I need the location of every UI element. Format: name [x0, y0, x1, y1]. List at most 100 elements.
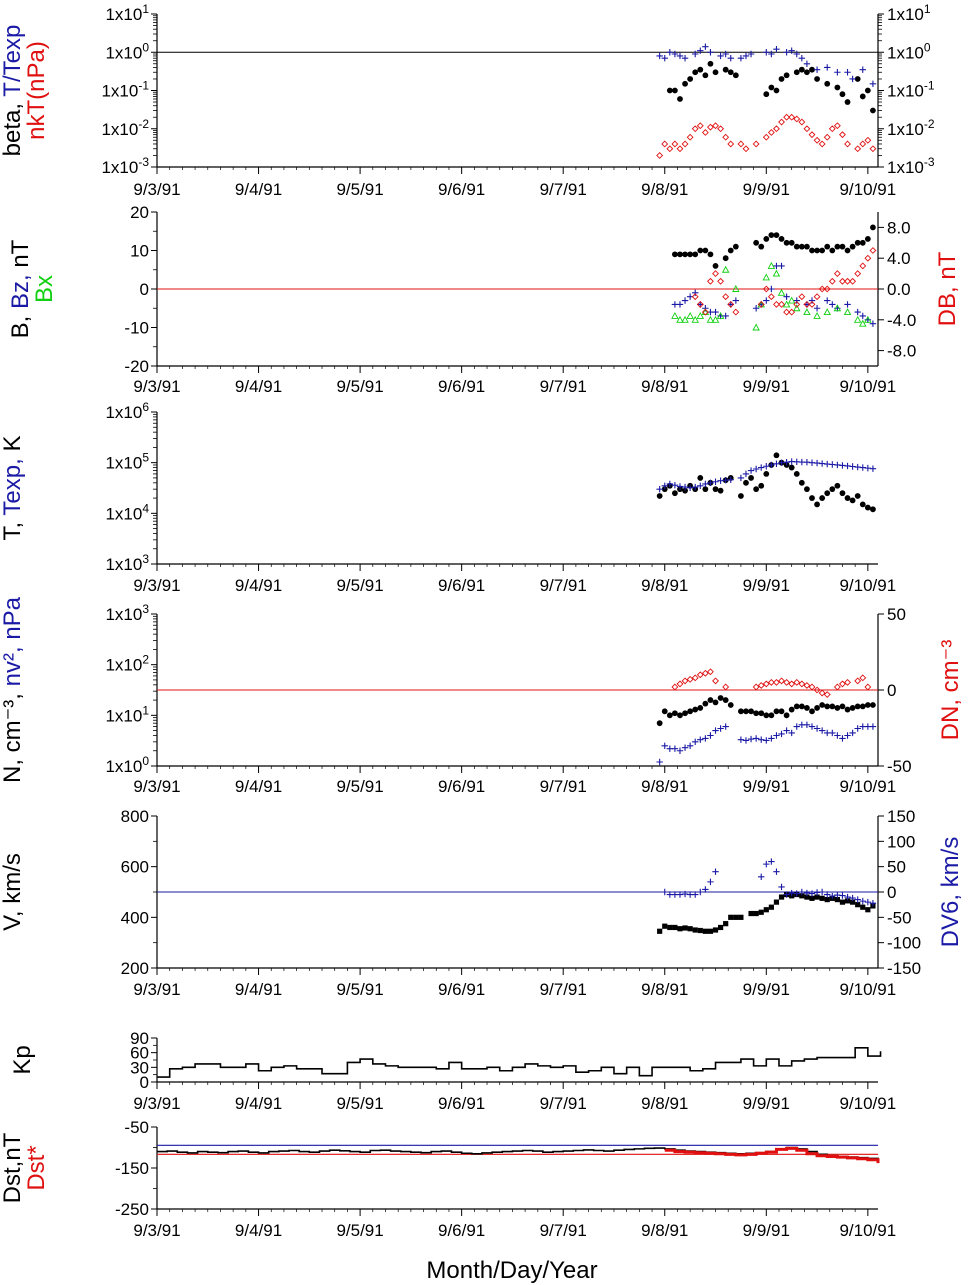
data-point: [661, 140, 669, 148]
data-point: [681, 744, 689, 751]
series-line: [157, 1046, 882, 1078]
data-point: [859, 464, 866, 471]
data-point: [854, 308, 861, 316]
data-point: [702, 700, 709, 707]
data-point: [727, 300, 735, 308]
data-point: [748, 475, 754, 481]
data-point: [850, 899, 856, 905]
data-point: [824, 64, 831, 71]
data-point: [732, 285, 740, 292]
data-point: [712, 699, 719, 706]
data-point: [869, 320, 877, 327]
data-point: [859, 312, 866, 320]
x-tick-label: 9/6/91: [438, 1221, 485, 1240]
data-point: [814, 705, 820, 711]
data-point: [721, 265, 730, 273]
series-nktnpa: [656, 113, 877, 159]
data-point: [844, 301, 851, 308]
data-point: [661, 54, 668, 62]
y-tick-label: 1x100: [105, 754, 149, 776]
y-tick-label: 400: [121, 908, 149, 927]
data-point: [697, 482, 704, 489]
data-point: [793, 50, 800, 58]
data-point: [702, 247, 709, 254]
data-point: [676, 52, 684, 60]
data-point: [829, 892, 836, 900]
data-point: [798, 479, 805, 486]
data-point: [743, 479, 749, 486]
data-point: [788, 239, 795, 246]
data-point: [834, 705, 841, 711]
data-point: [854, 493, 861, 499]
y-tick-label: 20: [130, 203, 149, 222]
data-point: [768, 50, 775, 58]
y-tick-label: 1x10-3: [101, 155, 149, 177]
data-point: [676, 747, 684, 754]
data-point: [839, 703, 846, 710]
data-point: [844, 678, 851, 686]
x-tick-label: 9/4/91: [235, 180, 282, 199]
data-point: [671, 312, 679, 319]
data-point: [763, 463, 770, 470]
data-point: [767, 678, 775, 686]
data-point: [829, 729, 836, 737]
data-point: [773, 868, 780, 875]
data-point: [742, 145, 750, 153]
data-point: [767, 293, 775, 301]
data-point: [834, 897, 840, 903]
data-point: [844, 69, 851, 76]
data-point: [778, 894, 785, 900]
x-tick-label: 9/9/91: [743, 1221, 790, 1240]
data-point: [778, 677, 785, 685]
data-point: [783, 712, 790, 719]
data-point: [661, 888, 668, 896]
data-point: [717, 695, 724, 701]
data-point: [778, 708, 785, 715]
x-tick-label: 9/8/91: [641, 1094, 688, 1113]
x-tick-label: 9/10/91: [839, 576, 896, 595]
x-tick-label: 9/10/91: [839, 1094, 896, 1113]
data-point: [697, 47, 704, 54]
x-tick-label: 9/3/91: [133, 980, 180, 999]
y-tick-label: 1x101: [105, 703, 149, 725]
data-point: [697, 247, 704, 254]
y-tick-label: 1x100: [105, 40, 149, 62]
data-point: [870, 107, 876, 114]
x-tick-label: 9/7/91: [540, 1221, 587, 1240]
data-point: [712, 478, 719, 485]
data-point: [803, 60, 811, 67]
data-point: [798, 680, 806, 688]
data-point: [854, 145, 862, 153]
data-point: [809, 495, 815, 501]
data-point: [803, 721, 811, 729]
data-point: [849, 243, 856, 250]
x-tick-label: 9/4/91: [235, 1094, 282, 1113]
series-kp: [157, 1046, 882, 1078]
data-point: [687, 251, 694, 258]
data-point: [707, 697, 714, 703]
data-point: [787, 296, 796, 304]
data-point: [859, 703, 866, 710]
data-point: [859, 319, 867, 327]
data-point: [834, 84, 841, 91]
data-point: [793, 69, 800, 76]
x-tick-label: 9/3/91: [133, 777, 180, 796]
x-tick-label: 9/9/91: [743, 377, 790, 396]
data-point: [804, 486, 810, 493]
data-point: [681, 140, 689, 148]
data-point: [742, 52, 750, 60]
data-point: [783, 678, 791, 686]
data-point: [839, 735, 846, 742]
data-point: [854, 270, 862, 278]
data-point: [727, 140, 735, 148]
x-tick-label: 9/9/91: [743, 980, 790, 999]
data-point: [864, 464, 872, 472]
data-point: [676, 483, 684, 490]
data-point: [681, 297, 689, 304]
data-point: [737, 736, 745, 743]
data-point: [656, 52, 663, 60]
y-axis-label: beta, T/Texp: [0, 25, 26, 157]
data-point: [870, 702, 876, 708]
data-point: [788, 464, 795, 471]
y-tick-label-right: 1x10-2: [887, 117, 935, 139]
